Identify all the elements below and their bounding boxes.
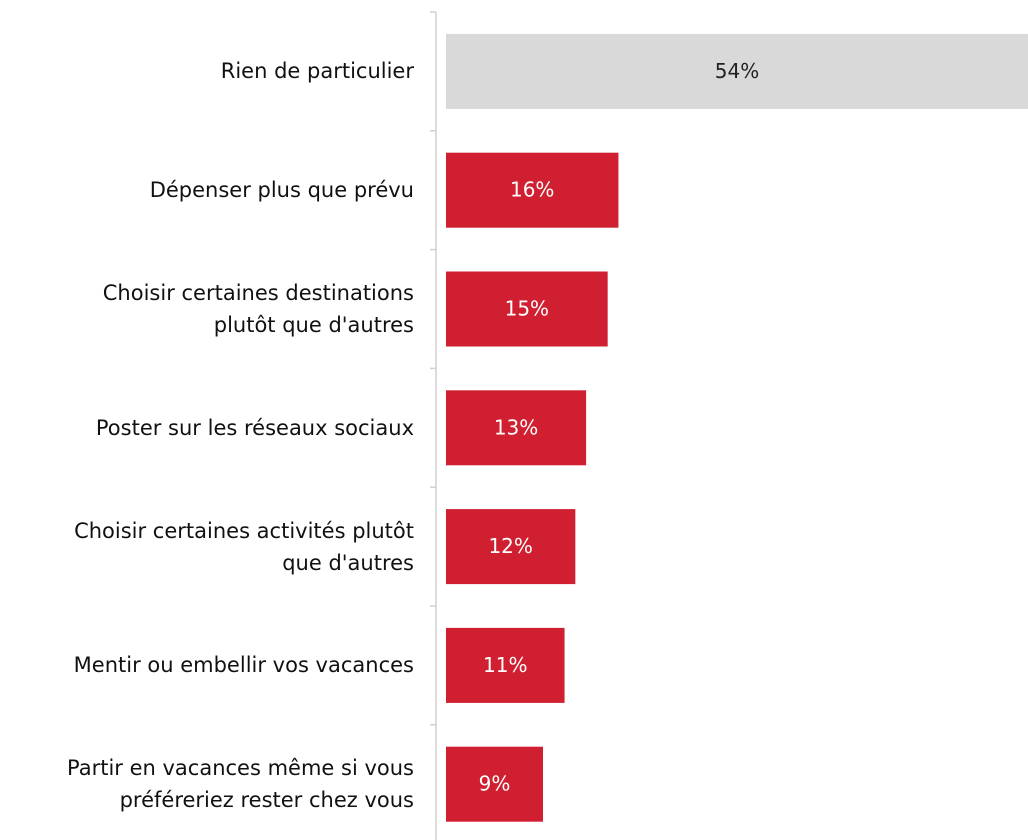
bar (446, 390, 587, 466)
value-label: 54% (715, 59, 759, 83)
bar (446, 33, 1028, 109)
bar (446, 746, 543, 822)
bar (446, 509, 576, 585)
value-label: 15% (505, 297, 549, 321)
value-label: 11% (483, 653, 527, 677)
bar (446, 271, 608, 347)
category-label: Choisir certaines destinations plutôt qu… (102, 281, 414, 337)
value-label: 9% (479, 772, 511, 796)
category-label: Mentir ou embellir vos vacances (73, 653, 414, 678)
category-label: Dépenser plus que prévu (149, 178, 414, 203)
category-label: Poster sur les réseaux sociaux (95, 415, 414, 440)
value-label: 16% (510, 178, 554, 202)
bar (446, 152, 619, 228)
category-label: Choisir certaines activités plutôt que d… (74, 518, 414, 575)
value-label: 12% (488, 534, 532, 558)
category-label: Partir en vacances même si vous préférer… (66, 756, 414, 813)
value-label: 13% (494, 415, 538, 439)
category-label: Rien de particulier (220, 59, 414, 84)
bar (446, 627, 565, 703)
